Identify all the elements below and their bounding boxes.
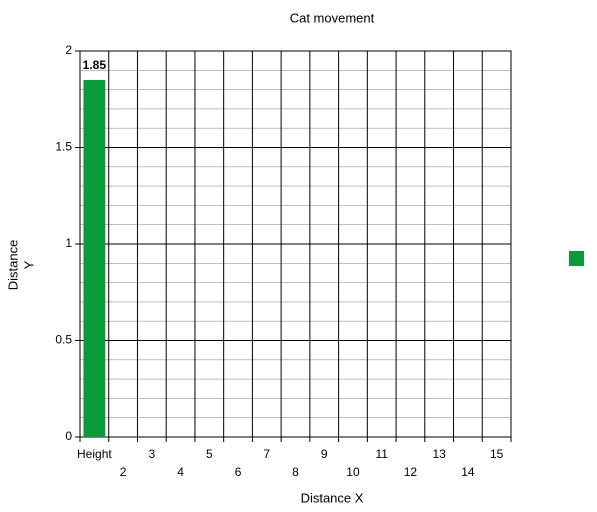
y-tick-label: 0 xyxy=(65,429,72,443)
data-label: 1.85 xyxy=(83,58,107,72)
y-tick-label: 1 xyxy=(65,236,72,250)
x-tick-label: 2 xyxy=(120,465,127,479)
x-tick-label: Height xyxy=(77,447,112,461)
x-tick-label: 9 xyxy=(321,447,328,461)
x-tick-label: 12 xyxy=(404,465,418,479)
x-tick-label: 15 xyxy=(490,447,504,461)
y-axis-label-line: Distance xyxy=(5,240,20,291)
legend-swatch xyxy=(569,251,584,266)
x-tick-label: 6 xyxy=(235,465,242,479)
chart-title: Cat movement xyxy=(290,10,375,25)
y-axis-label-line: Y xyxy=(21,260,36,269)
x-tick-label: 13 xyxy=(432,447,446,461)
x-axis-label: Distance X xyxy=(301,490,364,505)
x-tick-label: 11 xyxy=(375,447,388,461)
x-tick-label: 8 xyxy=(292,465,299,479)
y-tick-label: 2 xyxy=(65,43,72,57)
x-tick-label: 5 xyxy=(206,447,213,461)
x-tick-label: 7 xyxy=(263,447,270,461)
y-axis-label: Distance Y xyxy=(5,240,36,291)
bar xyxy=(83,79,106,437)
x-tick-label: 10 xyxy=(346,465,360,479)
plot-frame xyxy=(79,50,512,438)
x-tick-label: 14 xyxy=(461,465,475,479)
y-tick-label: 1.5 xyxy=(55,140,72,154)
y-tick-label: 0.5 xyxy=(55,333,72,347)
x-tick-label: 3 xyxy=(148,447,155,461)
x-tick-label: 4 xyxy=(177,465,184,479)
